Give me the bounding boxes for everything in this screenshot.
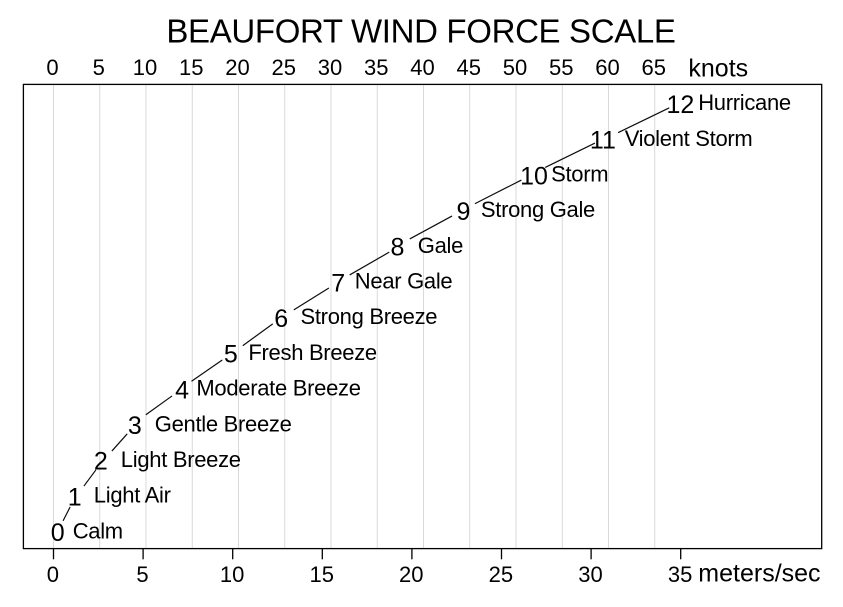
svg-text:meters/sec: meters/sec [698,559,820,587]
svg-text:25: 25 [272,55,296,80]
svg-text:15: 15 [309,562,333,587]
svg-text:10: 10 [520,162,548,190]
svg-text:30: 30 [318,55,342,80]
svg-text:35: 35 [668,562,692,587]
svg-text:20: 20 [225,55,249,80]
svg-text:0: 0 [47,562,59,587]
svg-text:55: 55 [549,55,573,80]
svg-text:15: 15 [179,55,203,80]
svg-text:60: 60 [595,55,619,80]
svg-text:11: 11 [590,127,616,155]
svg-text:1: 1 [68,483,82,511]
svg-text:Moderate Breeze: Moderate Breeze [196,376,360,401]
svg-text:30: 30 [578,562,602,587]
svg-text:Light Breeze: Light Breeze [121,447,241,472]
svg-text:Hurricane: Hurricane [698,90,791,115]
svg-text:10: 10 [220,562,244,587]
svg-text:Light Air: Light Air [94,483,171,508]
svg-text:50: 50 [503,55,527,80]
svg-text:Strong Gale: Strong Gale [481,197,595,222]
svg-text:Strong Breeze: Strong Breeze [301,304,438,329]
svg-text:3: 3 [128,412,142,440]
svg-text:Calm: Calm [73,518,123,543]
svg-text:Violent Storm: Violent Storm [625,126,753,151]
svg-text:4: 4 [175,376,189,404]
svg-text:Storm: Storm [551,162,608,187]
svg-text:knots: knots [688,55,748,83]
svg-text:35: 35 [364,55,388,80]
svg-text:20: 20 [399,562,423,587]
svg-text:5: 5 [136,562,148,587]
svg-text:Gentle Breeze: Gentle Breeze [155,411,292,436]
svg-text:Fresh Breeze: Fresh Breeze [248,340,377,365]
svg-text:7: 7 [331,269,345,297]
svg-text:65: 65 [642,55,666,80]
svg-text:25: 25 [489,562,513,587]
svg-text:Near Gale: Near Gale [355,269,453,294]
svg-text:Gale: Gale [418,233,463,258]
svg-text:45: 45 [457,55,481,80]
svg-text:5: 5 [224,341,238,369]
svg-text:9: 9 [457,198,471,226]
svg-text:5: 5 [93,55,105,80]
svg-text:6: 6 [274,305,288,333]
svg-text:0: 0 [51,519,65,547]
svg-text:BEAUFORT WIND FORCE SCALE: BEAUFORT WIND FORCE SCALE [166,13,675,50]
svg-text:10: 10 [133,55,157,80]
svg-text:2: 2 [94,448,108,476]
svg-text:12: 12 [667,91,695,119]
svg-text:40: 40 [410,55,434,80]
svg-text:8: 8 [391,234,405,262]
svg-text:0: 0 [46,55,58,80]
